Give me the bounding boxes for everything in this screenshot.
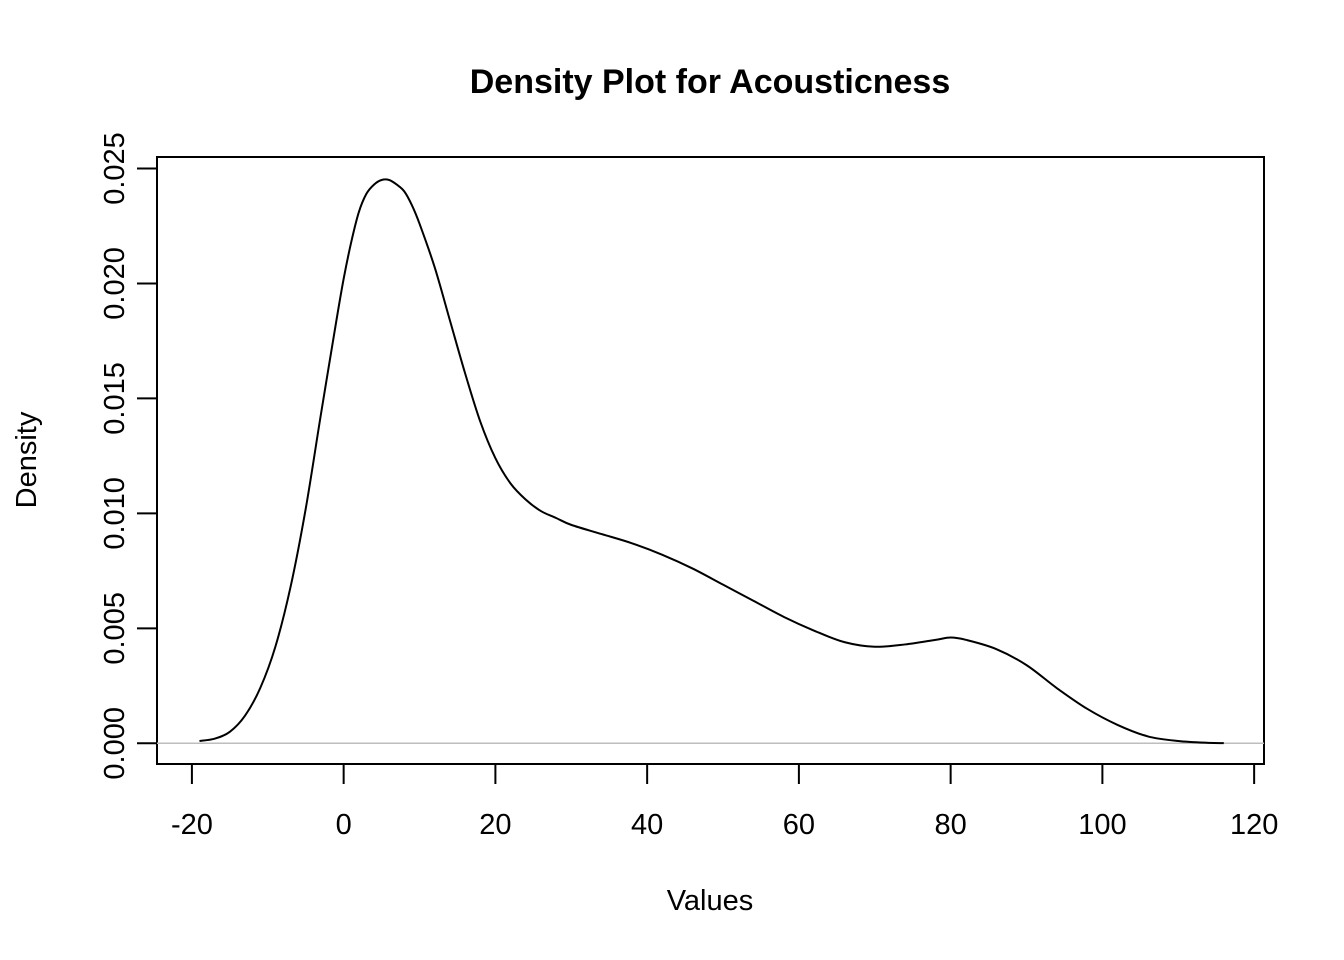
x-tick-label: 80 xyxy=(935,809,967,841)
plot-frame xyxy=(156,156,1265,765)
y-tick-label: 0.015 xyxy=(99,362,131,435)
y-tick-label: 0.000 xyxy=(99,707,131,780)
y-tick-label: 0.005 xyxy=(99,592,131,665)
x-tick-label: 100 xyxy=(1078,809,1126,841)
x-axis-label: Values xyxy=(667,885,754,917)
y-axis: 0.000 0.005 0.010 0.015 0.020 0.025 xyxy=(99,132,158,780)
x-tick-label: 40 xyxy=(631,809,663,841)
x-tick-label: 60 xyxy=(783,809,815,841)
y-tick-label: 0.010 xyxy=(99,477,131,550)
x-tick-label: 20 xyxy=(479,809,511,841)
y-axis-label: Density xyxy=(11,411,43,508)
x-tick-label: 0 xyxy=(336,809,352,841)
chart-title: Density Plot for Acousticness xyxy=(470,63,951,101)
density-curve xyxy=(199,178,1224,745)
y-tick-label: 0.020 xyxy=(99,247,131,320)
y-tick-label: 0.025 xyxy=(99,132,131,205)
x-tick-label: -20 xyxy=(171,809,213,841)
x-tick-label: 120 xyxy=(1230,809,1278,841)
x-axis: -20 0 20 40 60 80 100 120 xyxy=(171,763,1278,841)
